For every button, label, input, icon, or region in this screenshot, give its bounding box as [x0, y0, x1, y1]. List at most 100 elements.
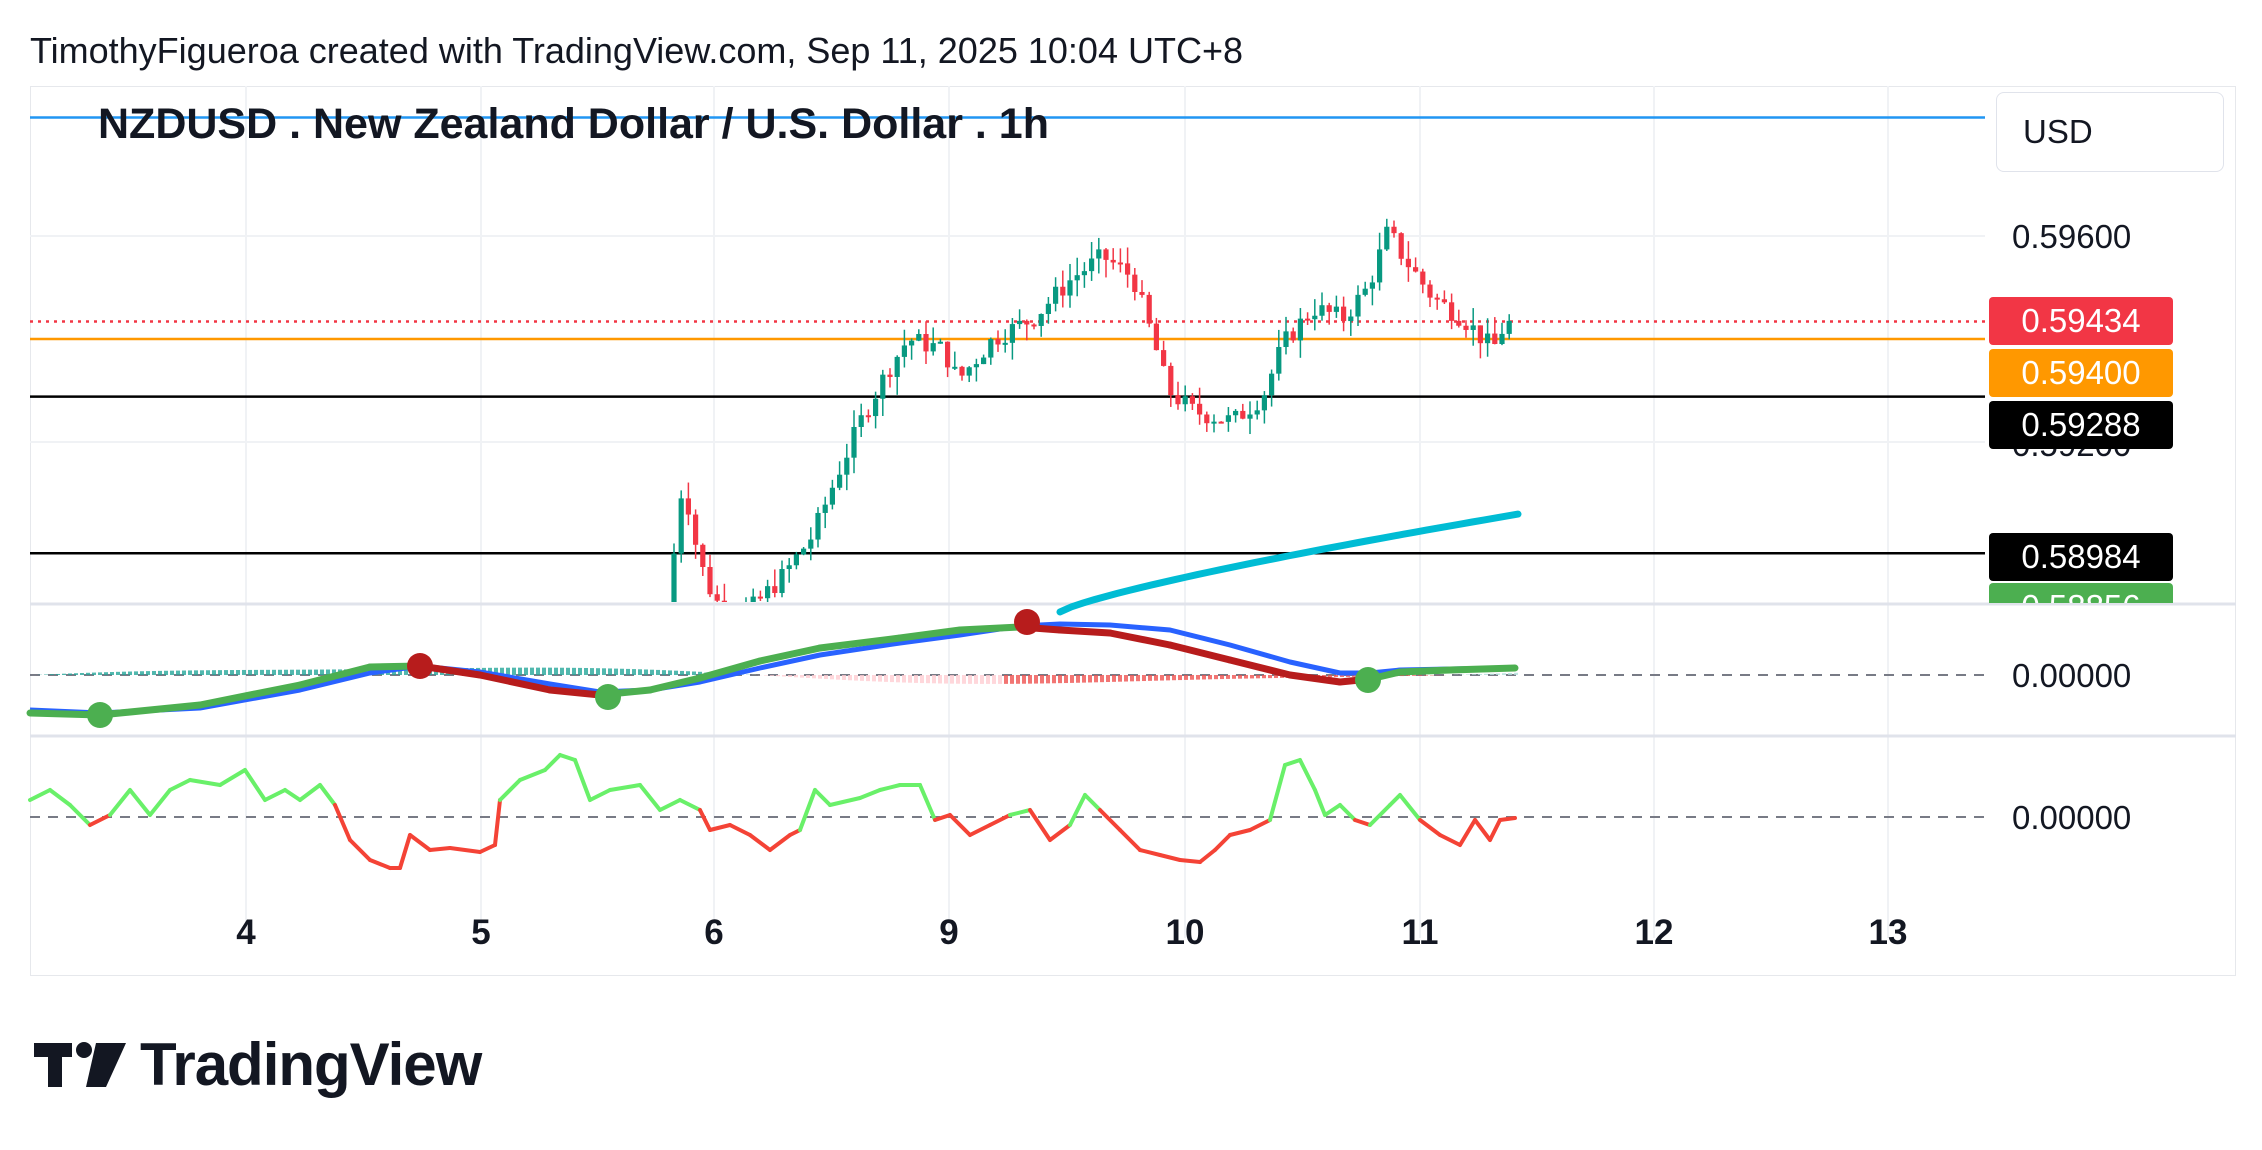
candle-body: [1168, 365, 1174, 396]
macd-histogram-bar: [68, 673, 72, 675]
macd-histogram-bar: [266, 669, 270, 675]
candle-body: [793, 554, 799, 566]
candle-body: [685, 498, 691, 515]
oscillator-line-segment: [1008, 808, 1032, 817]
macd-histogram-bar: [1154, 675, 1158, 681]
macd-histogram-bar: [1166, 675, 1170, 681]
oscillator-line-segment: [728, 823, 752, 837]
candle-body: [1470, 325, 1476, 330]
macd-histogram-bar: [896, 675, 900, 683]
oscillator-zero-label: 0.00000: [2012, 799, 2132, 836]
candle-body: [1441, 299, 1447, 303]
oscillator-line-segment: [1028, 808, 1052, 842]
macd-histogram-bar: [908, 675, 912, 683]
macd-histogram-bar: [44, 674, 48, 675]
candle-body: [822, 504, 828, 513]
oscillator-line-segment: [218, 768, 247, 787]
oscillator-line-segment: [678, 798, 702, 812]
macd-histogram-bar: [824, 675, 828, 680]
date-label: 11: [1401, 913, 1439, 952]
macd-histogram-bar: [854, 675, 858, 681]
oscillator-line-segment: [988, 813, 1012, 827]
candle-body: [707, 566, 713, 595]
macd-histogram-bar: [770, 675, 774, 676]
macd-crossover-dot: [1355, 667, 1381, 693]
oscillator-line-segment: [558, 753, 577, 762]
macd-histogram-bar: [890, 675, 894, 683]
candle-body: [851, 426, 857, 458]
horizontal-levels: [30, 116, 1985, 555]
candle-body: [945, 341, 951, 368]
macd-histogram-bar: [554, 667, 558, 675]
oscillator-line-segment: [1178, 858, 1202, 864]
candle-body: [1362, 288, 1368, 295]
date-label: 10: [1165, 913, 1205, 952]
macd-line-segment: [196, 681, 304, 709]
candle-body: [1297, 318, 1303, 341]
oscillator-line-segment: [428, 846, 452, 852]
macd-histogram-bar: [830, 675, 834, 680]
macd-line-segment: [1166, 641, 1234, 664]
oscillator-line-segment: [968, 823, 992, 837]
candle-body: [1225, 415, 1231, 422]
macd-histogram-bar: [878, 675, 882, 682]
candle-body: [1247, 414, 1253, 419]
oscillator-line-segment: [1068, 793, 1087, 827]
candle-body: [873, 398, 879, 417]
oscillator-line-segment: [858, 788, 882, 800]
macd-histogram-bar: [1190, 675, 1194, 680]
oscillator-line-segment: [28, 788, 52, 802]
candle-body: [887, 374, 893, 377]
candle-body: [1161, 350, 1167, 366]
chart-frame: [30, 86, 2236, 976]
macd-histogram-bar: [578, 667, 582, 675]
oscillator-line-segment: [1228, 828, 1252, 837]
macd-histogram-bar: [926, 675, 930, 684]
macd-histogram-bar: [794, 675, 798, 678]
candle-body: [808, 539, 814, 549]
macd-histogram-bar: [632, 669, 636, 675]
macd-histogram-bar: [1484, 673, 1488, 675]
macd-histogram-bar: [782, 675, 786, 677]
macd-histogram-bar: [1250, 675, 1254, 679]
macd-crossover-dot: [407, 653, 433, 679]
candle-body: [1290, 331, 1296, 341]
macd-histogram-bar: [914, 675, 918, 683]
macd-histogram-bar: [776, 675, 780, 677]
candle-body: [1477, 325, 1483, 344]
macd-histogram-bar: [800, 675, 804, 678]
macd-histogram-bar: [950, 675, 954, 684]
oscillator-line-segment: [1098, 808, 1122, 832]
macd-histogram-bar: [566, 667, 570, 675]
macd-histogram-bar: [1208, 675, 1212, 680]
macd-histogram-bar: [1064, 675, 1068, 684]
macd-histogram-bar: [1478, 674, 1482, 675]
candle-body: [678, 498, 684, 554]
oscillator-line-segment: [298, 783, 322, 802]
candle-body: [1391, 226, 1397, 234]
macd-histogram-bar: [296, 669, 300, 675]
macd-histogram-bar: [548, 667, 552, 675]
macd-histogram-bar: [1502, 673, 1506, 675]
macd-histogram-bar: [1196, 675, 1200, 680]
price-axis-label: 0.59600: [2012, 218, 2132, 255]
oscillator-line-segment: [878, 783, 902, 792]
candle-body: [1492, 333, 1498, 344]
currency-selector[interactable]: USD: [1996, 92, 2224, 172]
macd-histogram-bar: [1100, 675, 1104, 683]
macd-line-segment: [296, 663, 374, 689]
macd-line-segment: [816, 634, 904, 652]
oscillator-line-segment: [1458, 818, 1477, 847]
macd-histogram-bar: [608, 668, 612, 675]
macd-histogram-bar: [56, 673, 60, 675]
candle-body: [880, 374, 886, 399]
macd-histogram-bar: [1424, 675, 1428, 676]
macd-histogram-bar: [206, 670, 210, 675]
macd-histogram-bar: [920, 675, 924, 684]
macd-histogram-bar: [1034, 675, 1038, 684]
macd-histogram-bar: [134, 671, 138, 675]
candle-body: [1333, 306, 1339, 312]
candle-body: [959, 366, 965, 376]
macd-histogram-bar: [692, 671, 696, 675]
